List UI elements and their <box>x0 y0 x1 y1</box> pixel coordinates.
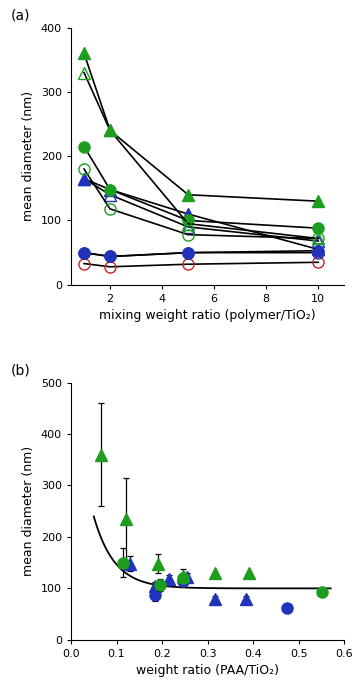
X-axis label: mixing weight ratio (polymer/TiO₂): mixing weight ratio (polymer/TiO₂) <box>99 310 316 323</box>
X-axis label: weight ratio (PAA/TiO₂): weight ratio (PAA/TiO₂) <box>136 665 279 678</box>
Text: (b): (b) <box>11 363 31 378</box>
Y-axis label: mean diameter (nm): mean diameter (nm) <box>22 91 35 222</box>
Text: (a): (a) <box>11 8 31 23</box>
Y-axis label: mean diameter (nm): mean diameter (nm) <box>22 446 35 577</box>
